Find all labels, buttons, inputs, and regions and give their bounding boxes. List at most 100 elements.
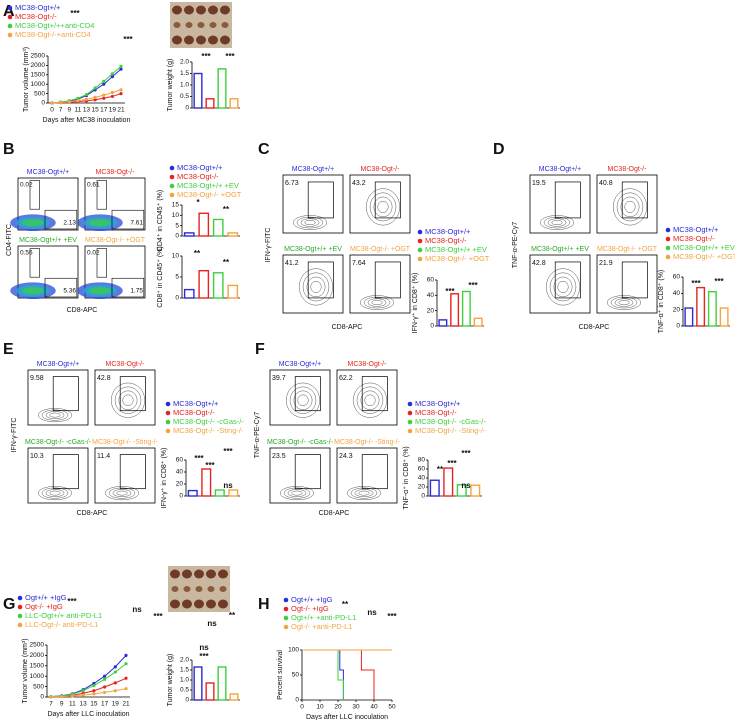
y-tick-label: 0.5	[180, 687, 189, 694]
contour	[359, 295, 395, 310]
x-axis-label: Days after LLC inoculation	[47, 711, 129, 718]
tumor	[184, 5, 194, 15]
bar	[707, 291, 717, 327]
bar	[696, 286, 706, 327]
x-tick-label: 9	[67, 107, 71, 114]
gate-value: 7.64	[352, 260, 366, 267]
plot-frame	[27, 447, 89, 504]
legend-marker	[417, 238, 423, 244]
bar	[214, 489, 225, 497]
bar	[227, 232, 239, 237]
bar	[470, 484, 481, 497]
gate-value: 21.9	[599, 260, 613, 267]
bar	[429, 479, 440, 497]
bar	[438, 319, 448, 327]
y-tick-label: 20	[176, 481, 184, 488]
contour	[49, 490, 61, 496]
data-point	[124, 662, 128, 666]
bar	[193, 666, 203, 701]
significance: ns	[367, 608, 377, 617]
significance: ***	[714, 277, 724, 286]
bar	[217, 68, 227, 109]
y-tick-label: 0	[295, 697, 299, 704]
tumor	[194, 569, 204, 579]
gate	[294, 376, 321, 412]
gate	[307, 181, 334, 219]
x-tick-label: 0	[300, 704, 304, 711]
x-tick-label: 21	[117, 107, 125, 114]
legend-marker	[417, 247, 423, 253]
contour	[306, 276, 326, 298]
y-tick-label: 5	[175, 274, 179, 281]
y-tick-label: 2500	[31, 53, 46, 60]
tumor	[219, 586, 227, 592]
plot-title: MC38-Ogt-/- -Sting-/-	[334, 439, 400, 446]
legend-label: Ogt+/+ +anti-PD-L1	[291, 613, 356, 622]
significance: **	[342, 600, 349, 609]
contour	[606, 295, 642, 310]
significance: ***	[445, 287, 455, 296]
legend-label: MC38-Ogt-/- -cGas-/-	[415, 417, 486, 426]
plot-title: MC38-Ogt-/-	[106, 361, 146, 368]
bar	[461, 290, 471, 327]
y-axis-label: CD4⁺ in CD45⁺ (%)	[156, 190, 164, 251]
plot-frame	[336, 369, 398, 426]
y-tick-label: 0	[185, 105, 189, 112]
data-point	[81, 693, 85, 697]
gate-value: 19.5	[532, 180, 546, 187]
legend-marker	[169, 183, 175, 189]
y-tick-label: 1.5	[180, 667, 189, 674]
legend-marker	[407, 428, 413, 434]
plot-frame	[282, 174, 344, 234]
legend-label: MC38-Ogt-/- -cGas-/-	[173, 417, 244, 426]
legend-marker	[17, 613, 23, 619]
data-point	[92, 689, 96, 693]
plot-title: MC38-Ogt-/-	[608, 166, 648, 173]
legend-marker	[169, 192, 175, 198]
plot-frame	[596, 174, 658, 234]
bar	[229, 693, 239, 701]
plot-frame	[596, 254, 658, 314]
contour	[108, 487, 136, 499]
data-point	[67, 100, 71, 104]
y-tick-label: 10	[172, 212, 180, 219]
tumor	[218, 599, 228, 609]
y-tick-label: 80	[418, 457, 426, 464]
y-axis-label: IFN-γ⁺ in CD8⁺ (%)	[411, 273, 419, 334]
data-point	[102, 674, 107, 678]
gate-value: 2.13	[63, 220, 76, 227]
plot-frame	[269, 369, 331, 426]
plot-title: MC38-Ogt+/+	[37, 361, 79, 368]
significance: ***	[461, 449, 471, 458]
gate	[361, 454, 388, 490]
plot-title: MC38-Ogt-/- -cGas-/-	[267, 439, 334, 446]
contour	[352, 382, 388, 418]
contour	[41, 409, 69, 421]
y-tick-label: 40	[427, 292, 435, 299]
gate	[374, 261, 401, 299]
series-line	[50, 688, 127, 698]
data-point	[102, 82, 106, 86]
survival-curve	[302, 649, 344, 700]
legend-marker	[407, 401, 413, 407]
data-point	[84, 92, 89, 97]
contour	[553, 276, 573, 298]
x-tick-label: 9	[60, 701, 64, 708]
contour	[293, 390, 313, 410]
plot-frame	[336, 447, 398, 504]
panel-label: E	[3, 341, 14, 358]
y-tick-label: 0	[175, 295, 179, 302]
legend-label: MC38-Ogt-/- +OGT	[425, 254, 490, 263]
gate-value: 5.36	[63, 288, 76, 295]
y-axis-label: Tumor volume (mm³)	[23, 47, 30, 112]
bar	[187, 489, 198, 497]
x-tick-label: 11	[75, 107, 82, 114]
flow-x-label: CD8-APC	[77, 510, 108, 517]
significance: **	[223, 205, 230, 214]
legend-label: LLC-Ogt-/- anti-PD-L1	[25, 620, 98, 629]
x-tick-label: 30	[352, 704, 360, 711]
gate-value: 0.56	[20, 250, 33, 257]
contour	[291, 490, 303, 496]
y-axis-label: Tumor volume (mm³)	[22, 638, 29, 703]
data-point	[110, 72, 114, 76]
